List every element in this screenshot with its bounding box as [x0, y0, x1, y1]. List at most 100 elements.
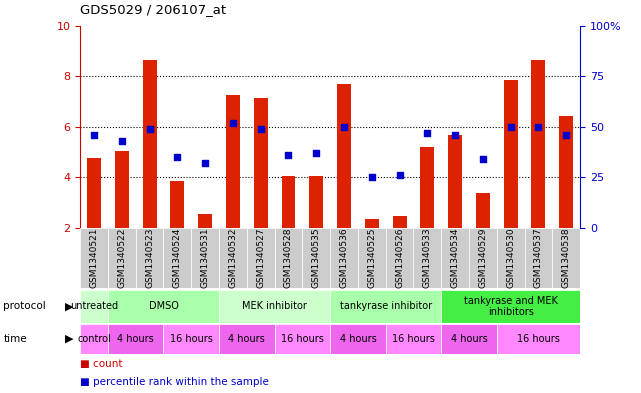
Bar	[476, 193, 490, 228]
Text: 4 hours: 4 hours	[340, 334, 376, 344]
Bar	[219, 324, 274, 354]
Bar	[420, 147, 435, 228]
Bar	[108, 228, 136, 288]
Bar	[136, 228, 163, 288]
Bar	[441, 324, 497, 354]
Bar	[504, 80, 518, 228]
Point	[367, 174, 377, 180]
Text: GDS5029 / 206107_at: GDS5029 / 206107_at	[80, 3, 226, 16]
Bar	[247, 228, 274, 288]
Text: 16 hours: 16 hours	[392, 334, 435, 344]
Text: 4 hours: 4 hours	[117, 334, 154, 344]
Text: GSM1340529: GSM1340529	[478, 228, 487, 288]
Text: 16 hours: 16 hours	[517, 334, 560, 344]
Text: 4 hours: 4 hours	[451, 334, 487, 344]
Text: GSM1340535: GSM1340535	[312, 228, 320, 288]
Text: DMSO: DMSO	[149, 301, 178, 311]
Point	[422, 129, 433, 136]
Text: GSM1340525: GSM1340525	[367, 228, 376, 288]
Bar	[80, 228, 108, 288]
Text: tankyrase inhibitor: tankyrase inhibitor	[340, 301, 432, 311]
Point	[450, 132, 460, 138]
Point	[311, 150, 321, 156]
Point	[339, 123, 349, 130]
Bar	[115, 151, 129, 228]
Text: GSM1340526: GSM1340526	[395, 228, 404, 288]
Bar	[163, 324, 219, 354]
Bar	[413, 228, 441, 288]
Point	[533, 123, 544, 130]
Point	[394, 172, 404, 178]
Point	[89, 132, 99, 138]
Point	[283, 152, 294, 158]
Text: ■ percentile rank within the sample: ■ percentile rank within the sample	[80, 377, 269, 387]
Text: untreated: untreated	[70, 301, 118, 311]
Text: GSM1340524: GSM1340524	[173, 228, 182, 288]
Bar	[80, 290, 108, 323]
Bar	[531, 60, 545, 228]
Text: GSM1340523: GSM1340523	[145, 228, 154, 288]
Point	[172, 154, 183, 160]
Bar	[524, 228, 553, 288]
Bar	[191, 228, 219, 288]
Bar	[274, 228, 303, 288]
Text: ▶: ▶	[65, 301, 74, 311]
Point	[117, 138, 127, 144]
Bar	[171, 181, 185, 228]
Bar	[281, 176, 296, 228]
Bar	[358, 228, 386, 288]
Text: protocol: protocol	[3, 301, 46, 311]
Text: GSM1340530: GSM1340530	[506, 228, 515, 288]
Text: 16 hours: 16 hours	[281, 334, 324, 344]
Bar	[163, 228, 191, 288]
Text: GSM1340532: GSM1340532	[228, 228, 237, 288]
Text: GSM1340533: GSM1340533	[423, 228, 432, 288]
Point	[256, 125, 266, 132]
Bar	[254, 97, 268, 228]
Bar	[441, 228, 469, 288]
Bar	[337, 84, 351, 228]
Bar	[392, 216, 406, 228]
Text: GSM1340534: GSM1340534	[451, 228, 460, 288]
Bar	[441, 290, 580, 323]
Text: ■ count: ■ count	[80, 359, 122, 369]
Text: GSM1340522: GSM1340522	[117, 228, 126, 288]
Bar	[108, 290, 219, 323]
Text: GSM1340528: GSM1340528	[284, 228, 293, 288]
Bar	[330, 228, 358, 288]
Bar	[386, 228, 413, 288]
Text: GSM1340527: GSM1340527	[256, 228, 265, 288]
Bar	[219, 290, 330, 323]
Bar	[198, 214, 212, 228]
Bar	[303, 228, 330, 288]
Point	[506, 123, 516, 130]
Text: GSM1340536: GSM1340536	[340, 228, 349, 288]
Bar	[274, 324, 330, 354]
Bar	[448, 135, 462, 228]
Bar	[219, 228, 247, 288]
Bar	[553, 228, 580, 288]
Bar	[330, 324, 386, 354]
Text: GSM1340537: GSM1340537	[534, 228, 543, 288]
Text: GSM1340531: GSM1340531	[201, 228, 210, 288]
Text: ▶: ▶	[65, 334, 74, 344]
Bar	[226, 95, 240, 228]
Bar	[365, 219, 379, 228]
Bar	[497, 228, 524, 288]
Text: MEK inhibitor: MEK inhibitor	[242, 301, 307, 311]
Bar	[108, 324, 163, 354]
Text: 16 hours: 16 hours	[170, 334, 213, 344]
Point	[144, 125, 154, 132]
Bar	[386, 324, 441, 354]
Bar	[80, 324, 108, 354]
Text: 4 hours: 4 hours	[228, 334, 265, 344]
Point	[228, 119, 238, 126]
Text: time: time	[3, 334, 27, 344]
Bar	[330, 290, 441, 323]
Point	[200, 160, 210, 166]
Bar	[497, 324, 580, 354]
Text: tankyrase and MEK
inhibitors: tankyrase and MEK inhibitors	[463, 296, 558, 317]
Point	[561, 132, 571, 138]
Bar	[559, 116, 573, 228]
Bar	[142, 60, 156, 228]
